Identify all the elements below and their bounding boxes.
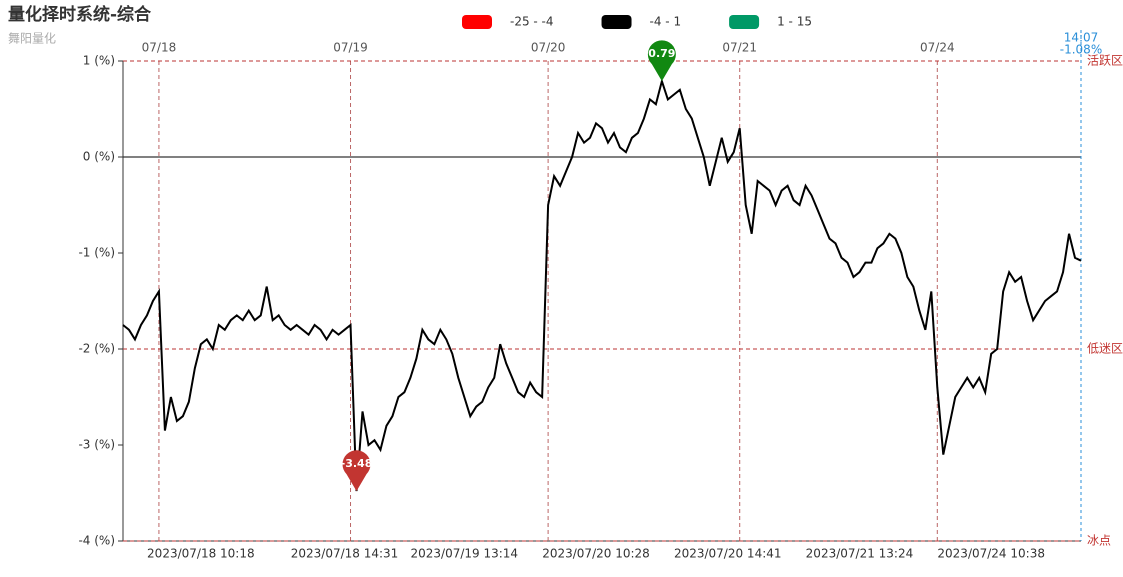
y-tick-label: -1 (%) <box>78 246 115 260</box>
y-tick-label: -3 (%) <box>78 438 115 452</box>
legend-swatch <box>601 15 632 29</box>
x-tick-label: 2023/07/20 14:41 <box>674 547 782 561</box>
top-tick-label: 07/19 <box>333 41 368 55</box>
legend-swatch <box>729 15 760 29</box>
x-tick-label: 2023/07/20 10:28 <box>542 547 650 561</box>
x-tick-label: 2023/07/24 10:38 <box>937 547 1045 561</box>
chart-subtitle: 舞阳量化 <box>8 32 56 46</box>
x-tick-label: 2023/07/21 13:24 <box>806 547 914 561</box>
mark-point-label: 0.79 <box>648 47 675 60</box>
mark-point-label: -3.48 <box>341 457 373 470</box>
y-tick-label: 0 (%) <box>83 150 115 164</box>
y-tick-label: -4 (%) <box>78 534 115 548</box>
legend-label: -4 - 1 <box>650 15 682 29</box>
x-tick-label: 2023/07/19 13:14 <box>411 547 519 561</box>
top-tick-label: 07/21 <box>722 41 757 55</box>
mark-line-label: 活跃区 <box>1087 54 1123 68</box>
mark-line-label: 冰点 <box>1087 534 1111 548</box>
top-tick-label: 07/24 <box>920 41 955 55</box>
line <box>122 77 1082 492</box>
x-tick-label: 2023/07/18 14:31 <box>291 547 399 561</box>
mark-point <box>342 450 371 492</box>
y-tick-label: 1 (%) <box>83 54 115 68</box>
legend-label: -25 - -4 <box>510 15 554 29</box>
legend-swatch <box>462 15 492 29</box>
top-tick-label: 07/18 <box>142 41 177 55</box>
x-tick-label: 2023/07/18 10:18 <box>147 547 255 561</box>
mark-point <box>647 40 676 82</box>
y-tick-label: -2 (%) <box>78 342 115 356</box>
chart-title: 量化择时系统-综合 <box>8 4 152 25</box>
end-value: -1.08% <box>1060 43 1102 57</box>
end-time: 14:07 <box>1064 31 1099 45</box>
legend-label: 1 - 15 <box>777 15 812 29</box>
top-tick-label: 07/20 <box>531 41 566 55</box>
mark-line-label: 低迷区 <box>1087 342 1123 356</box>
